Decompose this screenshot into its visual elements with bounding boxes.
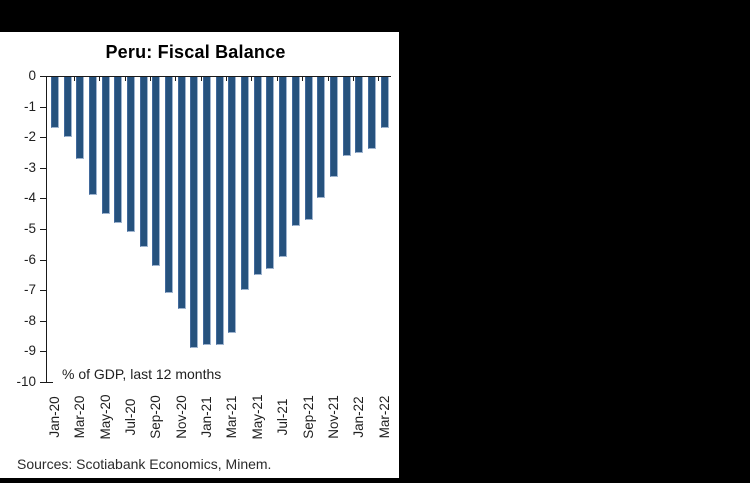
chart-title: Peru: Fiscal Balance [105,42,286,62]
bar [216,77,224,345]
x-tick [74,77,75,81]
x-tick [226,77,227,81]
y-tick [40,382,46,383]
axis-unit-note: % of GDP, last 12 months [62,366,222,382]
bar [64,77,72,137]
y-tick [40,321,46,322]
x-tick-label: Jan-20 [47,396,62,438]
bar [89,77,97,195]
x-tick-label: Nov-21 [326,395,341,439]
x-tick [201,77,202,81]
bar [203,77,211,345]
bar [102,77,110,214]
y-tick-label: -6 [23,252,36,267]
x-tick [251,77,252,81]
bar [178,77,186,309]
bar [279,77,287,257]
bar [76,77,84,159]
bar [51,77,59,128]
y-tick-label: -3 [23,160,36,175]
y-tick-label: -10 [16,374,36,389]
y-tick [40,137,46,138]
bar [127,77,135,232]
y-tick-label: -4 [23,190,36,205]
chart-panel: 0 -1 -2 -3 -4 -5 -6 -7 -8 -9 -10 Jan-20 Mar-20 May-20… [0,32,399,478]
x-tick-label: May-20 [98,394,113,440]
x-tick-label: Nov-20 [174,395,189,439]
y-tick-label: -8 [23,313,36,328]
bar [165,77,173,293]
bar [381,77,389,128]
y-tick-label: 0 [28,68,36,83]
bar [355,77,363,153]
bar [266,77,274,269]
bar [152,77,160,266]
y-tick-label: -2 [23,129,36,144]
bar [317,77,325,198]
x-tick-label: Jan-22 [351,396,366,438]
y-tick [40,76,46,77]
x-tick-label: Mar-21 [224,395,239,439]
x-tick-label: May-21 [250,394,265,440]
x-tick [175,77,176,81]
y-axis-line [46,76,47,383]
bar [241,77,249,290]
x-tick-label: Jul-21 [275,398,290,436]
x-tick [328,77,329,81]
bar [305,77,313,220]
x-tick [150,77,151,81]
bar [114,77,122,223]
x-tick [302,77,303,81]
x-tick [99,77,100,81]
bar [343,77,351,156]
y-tick [40,107,46,108]
y-tick-label: -9 [23,343,36,358]
bar [368,77,376,149]
bar [292,77,300,226]
x-tick-label: Sep-21 [301,395,316,439]
y-tick-label: -7 [23,282,36,297]
bar [330,77,338,177]
y-tick [40,198,46,199]
y-tick-label: -5 [23,221,36,236]
plot-area: 0 -1 -2 -3 -4 -5 -6 -7 -8 -9 -10 Jan-20 Mar-20 May-20… [0,32,399,478]
x-tick [125,77,126,81]
y-tick [40,260,46,261]
y-tick [40,168,46,169]
bar [140,77,148,247]
x-tick-label: Mar-20 [72,395,87,439]
x-tick-label: Jan-21 [199,396,214,438]
x-tick [353,77,354,81]
y-tick [40,290,46,291]
bar [228,77,236,333]
x-tick-label: Jul-20 [123,398,138,436]
y-tick-label: -1 [23,99,36,114]
y-tick [40,351,46,352]
x-tick-label: Sep-20 [148,395,163,439]
x-tick [378,77,379,81]
x-tick [277,77,278,81]
y-axis-foot-tick [46,382,53,383]
source-note: Sources: Scotiabank Economics, Minem. [17,456,272,472]
y-tick [40,229,46,230]
bar [190,77,198,348]
x-axis-zero-line [46,76,391,77]
x-tick-label: Mar-22 [377,395,392,439]
bar [254,77,262,275]
